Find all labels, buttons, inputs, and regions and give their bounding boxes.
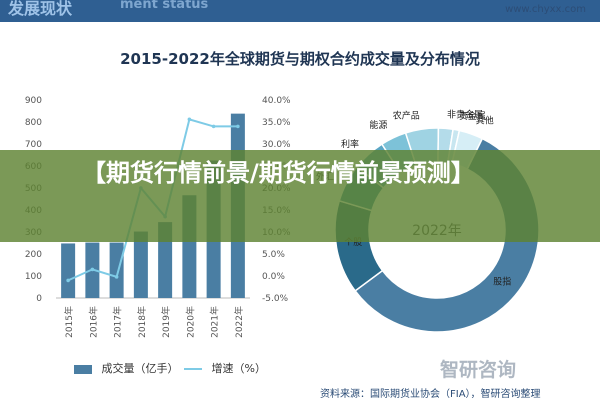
source-note: 资料来源：国际期货业协会（FIA），智研咨询整理	[320, 389, 541, 400]
site-logo: www.chyxx.com	[505, 4, 586, 15]
y-right-tick-label: 0.0%	[262, 272, 285, 282]
y-right-tick-label: -5.0%	[262, 294, 289, 304]
y-left-tick-label: 100	[25, 272, 42, 282]
donut-label: 利率	[341, 138, 359, 150]
y-right-tick-label: 5.0%	[262, 250, 285, 260]
donut-label: 非贵金属	[447, 108, 483, 120]
donut-label: 贵金属	[459, 110, 486, 122]
header-bar: 发展现状 ment status	[0, 0, 600, 22]
bar	[61, 243, 76, 298]
chart-title: 2015-2022年全球期货与期权合约成交量及分布情况	[120, 50, 480, 68]
donut-label: 能源	[369, 119, 387, 131]
growth-point	[90, 267, 95, 272]
y-left-tick-label: 0	[36, 294, 42, 304]
x-tick-label: 2018年	[136, 306, 148, 338]
x-tick-label: 2020年	[184, 306, 196, 338]
donut-label: 农产品	[393, 109, 420, 121]
growth-point	[211, 124, 216, 129]
x-tick-label: 2022年	[233, 306, 245, 338]
legend-line: 增速（%）	[184, 360, 266, 376]
y-right-tick-label: 40.0%	[262, 96, 291, 106]
headline-text: 【期货行情前景/期货行情前景预测】	[82, 159, 475, 187]
y-left-tick-label: 700	[25, 140, 42, 150]
y-left-tick-label: 800	[25, 118, 42, 128]
donut-label: 个股	[344, 237, 362, 248]
watermark-logo: 智研咨询	[440, 359, 517, 381]
x-tick-label: 2016年	[87, 306, 99, 338]
legend-bar: 成交量（亿手）	[74, 360, 179, 376]
donut-label: 股指	[493, 275, 511, 287]
y-right-tick-label: 35.0%	[262, 118, 291, 128]
x-tick-label: 2015年	[63, 306, 75, 338]
legend-bar-label: 成交量（亿手）	[101, 362, 179, 375]
donut-label: 其他	[476, 115, 494, 127]
x-tick-label: 2017年	[112, 306, 124, 338]
growth-point	[66, 278, 70, 283]
legend-line-label: 增速（%）	[211, 362, 266, 375]
growth-point	[114, 275, 119, 279]
y-right-tick-label: 30.0%	[262, 140, 291, 150]
bar	[133, 231, 148, 298]
y-left-tick-label: 200	[25, 250, 42, 260]
growth-point	[187, 117, 192, 122]
x-tick-label: 2021年	[209, 306, 221, 338]
legend-bar-swatch	[74, 364, 92, 374]
header-title-en: ment status	[120, 0, 209, 12]
legend-line-swatch	[184, 368, 202, 370]
header-title: 发展现状	[8, 0, 73, 18]
bar	[109, 242, 124, 298]
x-tick-label: 2019年	[160, 306, 172, 338]
headline-overlay	[0, 150, 600, 242]
growth-point	[236, 124, 240, 129]
y-left-tick-label: 900	[25, 96, 42, 106]
